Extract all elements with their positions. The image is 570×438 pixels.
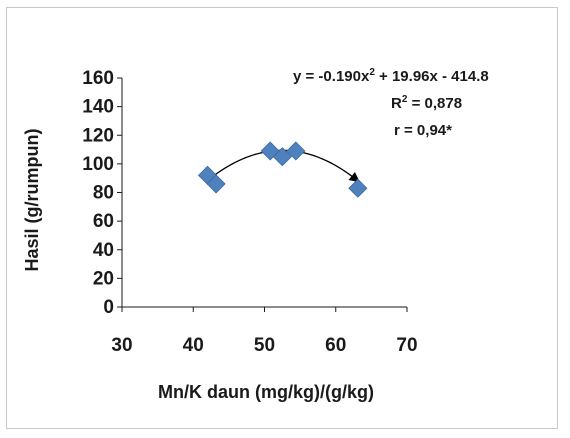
x-axis-ticks: 30 40 50 60 70: [111, 307, 418, 356]
data-points: [197, 141, 368, 198]
y-tick-label: 60: [93, 211, 114, 232]
x-tick-label: 40: [183, 335, 204, 356]
y-tick-label: 40: [93, 240, 114, 261]
r-squared-label: R2 = 0,878: [391, 94, 462, 112]
data-point-marker: [348, 178, 368, 198]
y-tick-label: 100: [82, 154, 114, 175]
y-axis-ticks: 0 20 40 60 80 100 120 140 160: [82, 68, 122, 318]
data-point-marker: [260, 141, 280, 161]
data-point-marker: [272, 147, 292, 167]
y-tick-label: 80: [93, 183, 114, 204]
y-tick-label: 160: [82, 68, 114, 89]
chart-frame: 0 20 40 60 80 100 120 140 160 30 40 50 60 70 Mn/K da…: [6, 7, 558, 429]
y-tick-label: 20: [93, 268, 114, 289]
y-tick-label: 140: [82, 97, 114, 118]
x-tick-label: 30: [111, 335, 132, 356]
y-tick-label: 120: [82, 125, 114, 146]
scatter-chart: 0 20 40 60 80 100 120 140 160 30 40 50 60 70 Mn/K da…: [22, 67, 489, 402]
x-axis-title: Mn/K daun (mg/kg)/(g/kg): [158, 382, 374, 402]
y-tick-label: 0: [103, 297, 114, 318]
r-label: r = 0,94*: [394, 122, 452, 139]
x-tick-label: 50: [254, 335, 275, 356]
data-point-marker: [286, 141, 306, 161]
trend-equation: y = -0.190x2 + 19.96x - 414.8: [293, 67, 489, 85]
y-axis-title: Hasil (g/rumpun): [22, 128, 42, 271]
x-tick-label: 60: [325, 335, 346, 356]
data-point-marker: [206, 174, 226, 194]
x-tick-label: 70: [396, 335, 417, 356]
